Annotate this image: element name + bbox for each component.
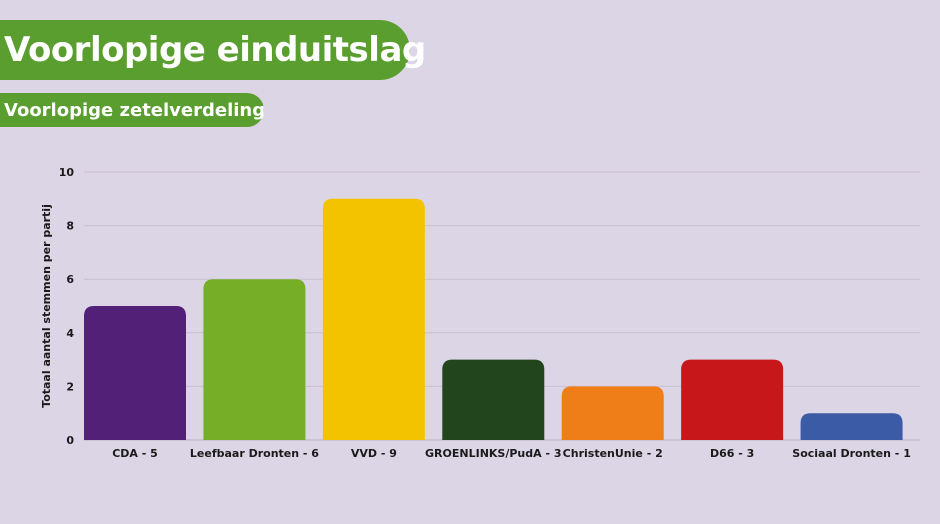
y-axis-title: Totaal aantal stemmen per partij bbox=[40, 204, 53, 408]
bar[interactable] bbox=[561, 386, 664, 440]
bar[interactable] bbox=[681, 359, 784, 440]
bar[interactable] bbox=[84, 306, 186, 440]
bar[interactable] bbox=[442, 359, 545, 440]
title-banner: Voorlopige einduitslag bbox=[0, 20, 426, 80]
x-tick-label: Leefbaar Dronten - 6 bbox=[190, 447, 319, 460]
y-tick-label: 10 bbox=[59, 166, 75, 179]
page-title: Voorlopige einduitslag bbox=[4, 30, 426, 70]
x-tick-label: CDA - 5 bbox=[112, 447, 158, 460]
bar[interactable] bbox=[322, 198, 425, 440]
bar-layer bbox=[84, 198, 903, 440]
subtitle-banner: Voorlopige zetelverdeling bbox=[0, 93, 266, 127]
bar[interactable] bbox=[203, 279, 306, 440]
y-tick-label: 6 bbox=[66, 273, 74, 286]
y-tick-label: 0 bbox=[66, 434, 74, 447]
x-tick-label: Sociaal Dronten - 1 bbox=[792, 447, 911, 460]
page-subtitle: Voorlopige zetelverdeling bbox=[4, 99, 266, 121]
x-tick-label: GROENLINKS/PudA - 3 bbox=[425, 447, 562, 460]
x-tick-label: D66 - 3 bbox=[710, 447, 754, 460]
y-tick-label: 4 bbox=[66, 327, 74, 340]
x-tick-label: VVD - 9 bbox=[351, 447, 397, 460]
bar[interactable] bbox=[800, 413, 903, 440]
y-tick-label: 2 bbox=[66, 380, 74, 393]
label-layer: 0 2 4 6 8 10 CDA - 5 Leefbaar Dronten - 6 VVD - … bbox=[59, 166, 911, 460]
x-tick-label: ChristenUnie - 2 bbox=[563, 447, 663, 460]
y-tick-label: 8 bbox=[66, 220, 74, 233]
